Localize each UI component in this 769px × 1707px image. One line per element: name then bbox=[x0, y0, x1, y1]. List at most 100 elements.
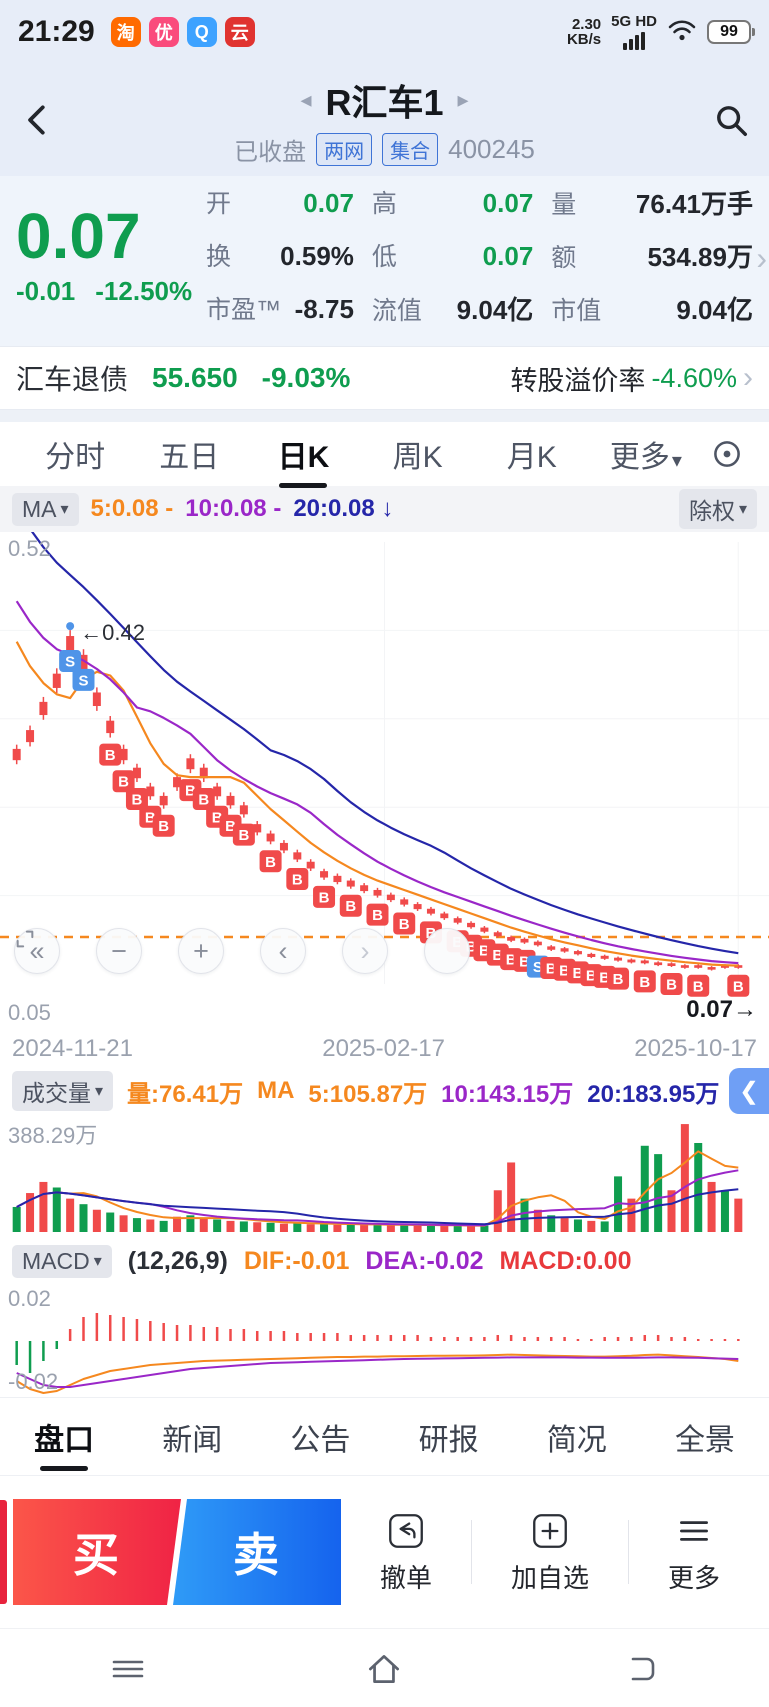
stock-code: 400245 bbox=[448, 133, 535, 164]
volume-selector-chip[interactable]: 成交量 ▾ bbox=[12, 1071, 114, 1111]
svg-text:B: B bbox=[185, 783, 196, 800]
pan-left-button[interactable]: ‹ bbox=[260, 928, 306, 974]
system-menu-button[interactable] bbox=[104, 1645, 152, 1693]
price-change-pct: -12.50% bbox=[95, 275, 193, 306]
tab-research[interactable]: 研报 bbox=[418, 1423, 479, 1457]
svg-text:B: B bbox=[372, 907, 383, 924]
ma10-readout: 10:0.08 - bbox=[185, 495, 282, 522]
tab-news[interactable]: 新闻 bbox=[162, 1423, 223, 1457]
kline-chart[interactable]: SSBBBBBBBBBBBBBBBBBBBBBBBSBBBBBBBBBB←0.4… bbox=[0, 532, 769, 1032]
stat-float-cap: 流值 9.04亿 bbox=[371, 294, 534, 325]
tab-minute[interactable]: 分时 bbox=[45, 441, 106, 474]
date-mid: 2025-02-17 bbox=[322, 1035, 445, 1062]
tab-order-book[interactable]: 盘口 bbox=[0, 1401, 128, 1473]
market-tag-liangwang: 两网 bbox=[316, 132, 373, 166]
clock: 21:29 bbox=[18, 15, 95, 48]
search-button[interactable] bbox=[707, 96, 755, 144]
divider bbox=[627, 1520, 629, 1584]
convertible-bond-row[interactable]: 汇车退债 55.650 -9.03% 转股溢价率 -4.60% › bbox=[0, 346, 769, 410]
active-tab-underline bbox=[40, 1465, 89, 1471]
back-button[interactable] bbox=[14, 96, 62, 144]
date-end: 2025-10-17 bbox=[634, 1035, 757, 1062]
fullscreen-button[interactable] bbox=[16, 928, 470, 974]
volume-ma5-readout: 5:105.87万 bbox=[308, 1080, 428, 1108]
buy-button[interactable]: 买 bbox=[13, 1499, 181, 1605]
svg-text:B: B bbox=[399, 916, 410, 933]
add-watchlist-button[interactable]: 加自选 bbox=[511, 1510, 589, 1595]
svg-text:B: B bbox=[132, 792, 143, 809]
macd-selector-chip[interactable]: MACD ▾ bbox=[12, 1244, 112, 1278]
ma-indicator-bar: MA ▾ 5:0.08 - 10:0.08 - 20:0.08 ↓ 除权 ▾ bbox=[0, 486, 769, 532]
tab-five-day[interactable]: 五日 bbox=[159, 441, 220, 474]
svg-text:B: B bbox=[158, 818, 169, 835]
volume-ma20-readout: 20:183.95万 bbox=[587, 1080, 720, 1108]
y-axis-min-label: 0.05 bbox=[8, 1000, 51, 1025]
prev-stock-arrow[interactable]: ◂ bbox=[300, 86, 312, 112]
wifi-icon bbox=[667, 18, 697, 47]
system-navigation-bar bbox=[0, 1628, 769, 1707]
tab-more[interactable]: 更多 ▾ bbox=[609, 441, 682, 474]
svg-text:B: B bbox=[265, 854, 276, 871]
stat-high: 高 0.07 bbox=[371, 187, 534, 218]
svg-text:B: B bbox=[319, 889, 330, 906]
price-change: -0.01 bbox=[16, 275, 76, 306]
svg-text:B: B bbox=[599, 969, 610, 986]
macd-axis-max-label: 0.02 bbox=[8, 1286, 51, 1311]
macd-pane[interactable]: 0.02 -0.02 bbox=[0, 1284, 769, 1398]
jump-start-button[interactable]: « bbox=[14, 928, 60, 974]
sell-button[interactable]: 卖 bbox=[173, 1499, 341, 1605]
tab-monthly-k[interactable]: 月K bbox=[506, 441, 557, 474]
signal-bars-icon bbox=[623, 32, 646, 50]
caret-down-icon: ▾ bbox=[93, 1253, 102, 1270]
pan-right-button[interactable]: › bbox=[342, 928, 388, 974]
messenger-app-icon: Q bbox=[186, 17, 217, 47]
cancel-order-icon bbox=[389, 1513, 423, 1548]
adjust-mode-chip[interactable]: 除权 ▾ bbox=[678, 489, 757, 529]
svg-text:B: B bbox=[613, 971, 624, 988]
tab-announcements[interactable]: 公告 bbox=[290, 1423, 351, 1457]
premium-rate-label: 转股溢价率 bbox=[510, 365, 646, 396]
ma-selector-chip[interactable]: MA ▾ bbox=[12, 492, 79, 526]
system-home-button[interactable] bbox=[360, 1645, 408, 1693]
system-back-button[interactable] bbox=[617, 1645, 665, 1693]
chart-settings-button[interactable] bbox=[703, 430, 751, 478]
nav-bar: ◂ R汇车1 ▸ 已收盘 两网 集合 400245 bbox=[0, 64, 769, 176]
status-bar: 21:29 淘 优 Q 云 2.30 KB/s 5G HD 99 bbox=[0, 0, 769, 64]
menu-lines-icon bbox=[679, 1520, 708, 1541]
cellular-indicator: 5G HD bbox=[611, 14, 657, 50]
zoom-in-button[interactable]: + bbox=[178, 928, 224, 974]
caret-down-icon: ▾ bbox=[671, 450, 682, 472]
next-stock-arrow[interactable]: ▸ bbox=[457, 86, 469, 112]
zoom-out-button[interactable]: − bbox=[96, 928, 142, 974]
volume-plot bbox=[12, 1124, 743, 1232]
last-price-marker: 0.07→ bbox=[686, 996, 757, 1023]
tab-panorama[interactable]: 全景 bbox=[674, 1423, 735, 1457]
stat-turnover-rate: 换 0.59% bbox=[206, 240, 354, 271]
caret-down-icon: ▾ bbox=[95, 1083, 104, 1100]
market-status: 已收盘 bbox=[234, 138, 307, 166]
market-tag-jihe: 集合 bbox=[382, 132, 439, 166]
tab-profile[interactable]: 简况 bbox=[546, 1423, 607, 1457]
quote-panel[interactable]: 0.07 -0.01 -12.50% 开 0.07 高 0.07 量 76.41万手 … bbox=[0, 176, 769, 346]
tab-weekly-k[interactable]: 周K bbox=[392, 441, 443, 474]
macd-indicator-bar: MACD ▾ (12,26,9) DIF:-0.01 DEA:-0.02 MACD… bbox=[0, 1238, 769, 1284]
volume-axis-max-label: 388.29万 bbox=[8, 1123, 98, 1148]
stat-market-cap: 市值 9.04亿 bbox=[551, 294, 753, 325]
volume-indicator-bar: 成交量 ▾ 量:76.41万 MA 5:105.87万 10:143.15万 20… bbox=[0, 1066, 769, 1116]
stat-open: 开 0.07 bbox=[206, 187, 354, 218]
svg-text:←0.42: ←0.42 bbox=[80, 620, 145, 645]
cancel-order-button[interactable]: 撤单 bbox=[380, 1510, 432, 1595]
stat-low: 低 0.07 bbox=[371, 240, 534, 271]
collapse-panel-tab[interactable]: ❮ bbox=[729, 1068, 769, 1114]
quote-expand-chevron-icon[interactable]: › bbox=[756, 240, 767, 276]
taobao-app-icon: 淘 bbox=[110, 17, 141, 47]
volume-pane[interactable]: 388.29万 bbox=[0, 1116, 769, 1238]
x-axis-dates: 2024-11-21 2025-02-17 2025-10-17 bbox=[0, 1032, 769, 1066]
svg-text:B: B bbox=[506, 952, 517, 969]
tab-daily-k[interactable]: 日K bbox=[246, 422, 360, 488]
svg-text:B: B bbox=[292, 872, 303, 889]
more-actions-button[interactable]: 更多 bbox=[668, 1510, 720, 1595]
active-tab-underline bbox=[279, 483, 328, 488]
price-block: 0.07 -0.01 -12.50% bbox=[16, 184, 206, 326]
trade-action-bar: 买 卖 撤单 加自选 更多 bbox=[0, 1476, 769, 1628]
